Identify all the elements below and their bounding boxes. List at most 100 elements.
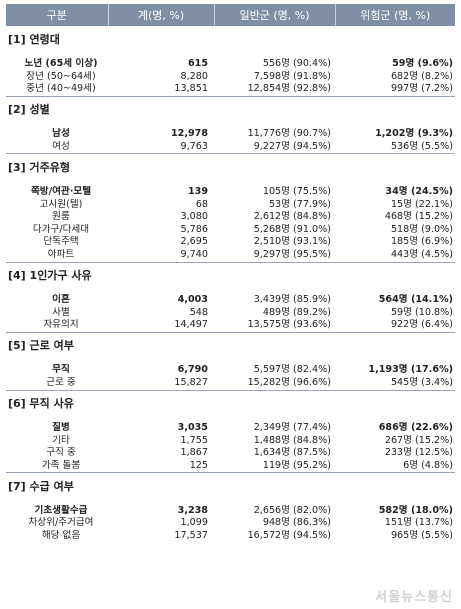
- table-row: 가족 돌봄 125 119명 (95.2%) 6명 (4.8%): [6, 460, 455, 473]
- row-total: 3,238: [177, 504, 208, 516]
- table-row: 자유의지 14,497 13,575명 (93.6%) 922명 (6.4%): [6, 319, 455, 332]
- table-row: 남성 12,978 11,776명 (90.7%) 1,202명 (9.3%): [6, 128, 455, 141]
- row-general: 1,488명 (84.8%): [253, 434, 331, 446]
- table-row: 해당 없음 17,537 16,572명 (94.5%) 965명 (5.5%): [6, 530, 455, 543]
- row-total: 4,003: [177, 294, 208, 306]
- row-total: 2,695: [180, 236, 208, 248]
- row-general: 11,776명 (90.7%): [247, 128, 331, 140]
- row-label: 자유의지: [43, 319, 79, 331]
- row-risk: 59명 (10.8%): [390, 306, 453, 318]
- row-total: 12,978: [170, 128, 208, 140]
- row-general: 13,575명 (93.6%): [247, 319, 331, 331]
- row-label: 고시원(텔): [39, 198, 83, 210]
- row-total: 6,790: [177, 364, 208, 376]
- row-label: 무직: [52, 364, 70, 376]
- row-total: 615: [187, 58, 208, 69]
- row-general: 2,510명 (93.1%): [253, 236, 331, 248]
- section-title: [5] 근로 여부: [6, 331, 455, 357]
- header-total: 계(명, %): [108, 4, 215, 26]
- row-general: 489명 (89.2%): [262, 306, 331, 318]
- row-total: 3,080: [180, 211, 208, 223]
- header-risk: 위험군 (명, %): [335, 4, 455, 26]
- table-row: 장년 (50~64세) 8,280 7,598명 (91.8%) 682명 (8.2%…: [6, 71, 455, 84]
- section-header: [4] 1인가구 사유: [6, 261, 455, 287]
- table-row: 단독주택 2,695 2,510명 (93.1%) 185명 (6.9%): [6, 236, 455, 249]
- row-general: 9,227명 (94.5%): [253, 140, 331, 152]
- section-title: [2] 성별: [6, 95, 455, 121]
- header-general: 일반군 (명, %): [214, 4, 336, 26]
- row-risk: 233명 (12.5%): [384, 447, 453, 459]
- row-total: 125: [189, 459, 208, 471]
- spacer: [6, 356, 455, 364]
- row-general: 12,854명 (92.8%): [247, 83, 331, 95]
- table-row: 사별 548 489명 (89.2%) 59명 (10.8%): [6, 307, 455, 320]
- row-risk: 1,193명 (17.6%): [368, 364, 453, 376]
- section-header: [6] 무직 사유: [6, 389, 455, 414]
- section-header: [2] 성별: [6, 95, 455, 121]
- row-total: 14,497: [174, 319, 208, 331]
- row-risk: 267명 (15.2%): [384, 434, 453, 446]
- row-total: 17,537: [174, 530, 208, 542]
- section-title: [4] 1인가구 사유: [6, 261, 455, 287]
- row-risk: 686명 (22.6%): [378, 422, 453, 433]
- section-title: [6] 무직 사유: [6, 389, 455, 414]
- row-total: 5,786: [180, 223, 208, 235]
- section-header: [3] 거주유형: [6, 153, 455, 178]
- table-row: 이혼 4,003 3,439명 (85.9%) 564명 (14.1%): [6, 294, 455, 307]
- row-label: 구직 중: [46, 447, 76, 459]
- spacer: [6, 178, 455, 186]
- row-general: 15,282명 (96.6%): [247, 376, 331, 388]
- row-total: 548: [189, 306, 208, 318]
- row-risk: 682명 (8.2%): [390, 70, 453, 82]
- table-row: 고시원(텔) 68 53명 (77.9%) 15명 (22.1%): [6, 199, 455, 212]
- section-header: [1] 연령대: [6, 26, 455, 50]
- table-row: 차상위/주거급여 1,099 948명 (86.3%) 151명 (13.7%): [6, 517, 455, 530]
- row-total: 13,851: [174, 83, 208, 95]
- row-risk: 564명 (14.1%): [378, 294, 453, 306]
- row-general: 5,597명 (82.4%): [253, 364, 331, 376]
- row-risk: 997명 (7.2%): [390, 83, 453, 95]
- row-label: 장년 (50~64세): [26, 70, 96, 82]
- row-label: 기초생활수급: [34, 504, 88, 516]
- row-risk: 965명 (5.5%): [390, 530, 453, 542]
- row-general: 9,297명 (95.5%): [253, 248, 331, 260]
- row-label: 다가구/다세대: [32, 223, 90, 235]
- row-label: 남성: [52, 128, 70, 140]
- table-row: 여성 9,763 9,227명 (94.5%) 536명 (5.5%): [6, 141, 455, 154]
- row-general: 3,439명 (85.9%): [253, 294, 331, 306]
- row-risk: 185명 (6.9%): [390, 236, 453, 248]
- row-risk: 922명 (6.4%): [390, 319, 453, 331]
- row-total: 139: [187, 185, 208, 197]
- section-header: [5] 근로 여부: [6, 331, 455, 357]
- row-total: 68: [195, 198, 208, 210]
- row-general: 5,268명 (91.0%): [253, 223, 331, 235]
- table-row: 다가구/다세대 5,786 5,268명 (91.0%) 518명 (9.0%): [6, 224, 455, 237]
- row-general: 948명 (86.3%): [262, 517, 331, 529]
- spacer: [6, 50, 455, 58]
- row-label: 노년 (65세 이상): [24, 58, 98, 69]
- table-body: [1] 연령대 노년 (65세 이상) 615 556명 (90.4%) 59명 (9.…: [6, 26, 455, 543]
- table-row: 노년 (65세 이상) 615 556명 (90.4%) 59명 (9.6%): [6, 58, 455, 71]
- row-label: 아파트: [47, 248, 75, 260]
- row-total: 1,099: [180, 517, 208, 529]
- row-risk: 443명 (4.5%): [390, 248, 453, 260]
- row-label: 이혼: [52, 294, 70, 306]
- row-label: 사별: [52, 306, 70, 318]
- row-risk: 545명 (3.4%): [390, 376, 453, 388]
- row-total: 1,867: [180, 447, 208, 459]
- row-general: 7,598명 (91.8%): [253, 70, 331, 82]
- table-row: 원룸 3,080 2,612명 (84.8%) 468명 (15.2%): [6, 211, 455, 224]
- row-label: 기타: [52, 434, 70, 446]
- row-total: 15,827: [174, 376, 208, 388]
- statistics-table: 구분 계(명, %) 일반군 (명, %) 위험군 (명, %) [1] 연령대…: [6, 4, 455, 543]
- row-total: 8,280: [180, 70, 208, 82]
- row-general: 53명 (77.9%): [268, 198, 331, 210]
- row-general: 556명 (90.4%): [262, 58, 331, 69]
- row-label: 근로 중: [46, 376, 76, 388]
- section-title: [1] 연령대: [8, 33, 60, 46]
- row-total: 1,755: [180, 434, 208, 446]
- spacer: [6, 414, 455, 422]
- row-risk: 151명 (13.7%): [384, 517, 453, 529]
- row-general: 119명 (95.2%): [262, 459, 331, 471]
